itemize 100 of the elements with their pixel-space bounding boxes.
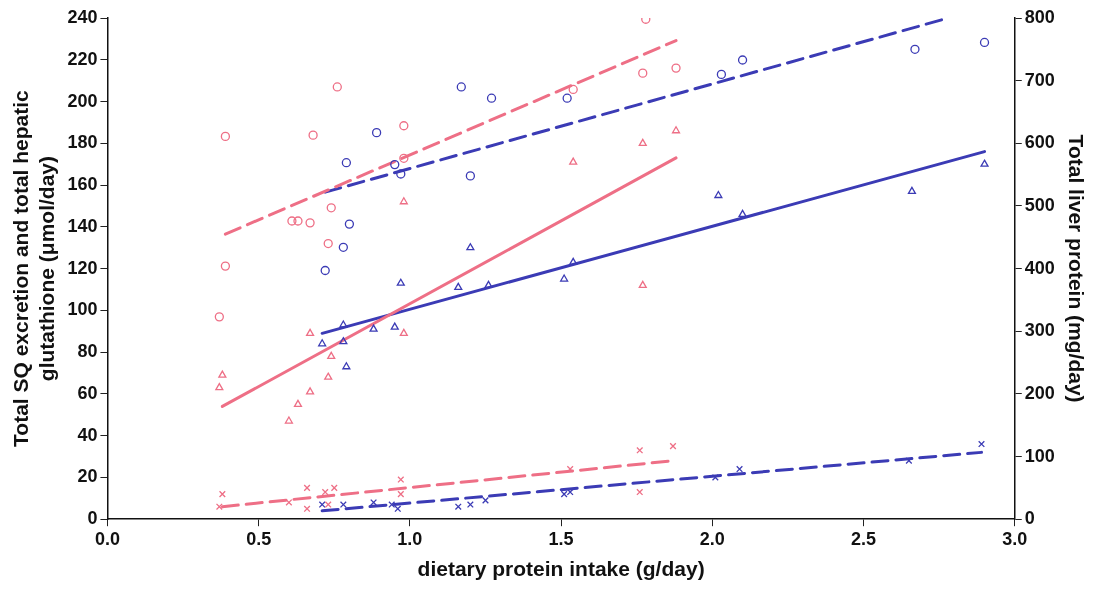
point [669, 442, 677, 450]
y2-tick-label: 700 [1024, 69, 1055, 90]
y2-tick-label: 600 [1024, 132, 1055, 153]
point [338, 242, 348, 252]
point [220, 261, 231, 271]
x-tick-label: 1.0 [397, 528, 423, 549]
y2-tick-label: 400 [1024, 257, 1055, 278]
point [399, 121, 409, 131]
point [638, 138, 647, 146]
point [388, 501, 396, 509]
y-tick-label: 200 [67, 90, 98, 111]
y-tick-label: 120 [67, 257, 98, 278]
point [318, 339, 327, 347]
point [214, 312, 224, 322]
y2-tick-label: 300 [1024, 320, 1055, 341]
y2-tick-label: 100 [1024, 445, 1055, 466]
point [220, 131, 231, 142]
y-tick-label: 160 [67, 174, 98, 195]
y-tick-label: 60 [77, 382, 98, 403]
point [324, 501, 332, 509]
y-tick-label: 80 [77, 341, 98, 362]
point [486, 93, 497, 103]
point [285, 499, 293, 506]
point [484, 280, 493, 288]
y2-tick-label: 500 [1024, 194, 1055, 215]
y-tick-label: 100 [67, 299, 98, 320]
point [466, 243, 475, 251]
y-tick-label: 240 [67, 6, 98, 27]
point [218, 490, 226, 498]
point [396, 278, 405, 286]
y-tick-label: 20 [77, 466, 98, 487]
point [308, 130, 318, 140]
x-tick-label: 2.0 [699, 528, 725, 549]
point [332, 82, 342, 92]
point [339, 337, 348, 345]
point [979, 37, 990, 48]
point [305, 387, 315, 395]
point [569, 257, 578, 265]
point [907, 186, 917, 194]
x-tick-label: 1.5 [548, 528, 574, 549]
point [399, 153, 409, 163]
point [305, 328, 315, 336]
point [371, 128, 382, 138]
point [390, 322, 399, 330]
point [324, 372, 333, 380]
point [293, 216, 303, 226]
point [326, 203, 336, 213]
y2-tick-label: 800 [1024, 6, 1055, 27]
x-tick-label: 0.5 [246, 528, 272, 549]
y-tick-label: 220 [67, 48, 98, 69]
point [323, 238, 333, 249]
point [344, 219, 355, 229]
point [569, 157, 578, 165]
point [562, 93, 572, 103]
point [738, 209, 747, 217]
point [482, 496, 489, 504]
point [287, 216, 297, 226]
y-tick-label: 40 [77, 424, 98, 445]
point [638, 280, 647, 288]
point [303, 484, 311, 492]
point [560, 274, 569, 282]
point [327, 351, 336, 359]
point [671, 63, 681, 73]
point [905, 457, 913, 465]
point [978, 440, 985, 448]
y-tick-label: 180 [67, 132, 98, 153]
y2-axis-title: Total liver protein (mg/day) [1064, 134, 1088, 403]
point [711, 473, 719, 481]
point [369, 324, 378, 332]
point [303, 505, 311, 513]
point [339, 501, 347, 509]
point [341, 158, 352, 168]
y-tick-label: 0 [87, 508, 98, 529]
y-tick-label: 140 [67, 215, 98, 236]
x-tick-label: 2.5 [851, 528, 877, 549]
point [305, 218, 315, 228]
y2-tick-label: 0 [1024, 508, 1035, 529]
point [284, 416, 294, 424]
point [390, 159, 400, 170]
point [399, 328, 408, 336]
point [465, 171, 476, 181]
x-tick-label: 3.0 [1002, 528, 1028, 549]
point [638, 68, 648, 78]
point [339, 320, 348, 328]
point [737, 55, 748, 65]
point [215, 382, 224, 391]
point [980, 159, 989, 167]
point [320, 265, 330, 276]
point [454, 282, 463, 291]
point [396, 169, 406, 179]
point [399, 197, 408, 205]
point [318, 501, 326, 509]
y2-tick-label: 200 [1024, 382, 1055, 403]
x-tick-label: 0.0 [94, 528, 120, 549]
x-axis-title: dietary protein intake (g/day) [417, 557, 705, 581]
point [397, 476, 405, 483]
point [716, 69, 727, 80]
y-axis-title: Total SQ excretion and total hepatic glutathione (μmol/day) [9, 89, 58, 447]
point [330, 484, 338, 492]
point [456, 82, 466, 92]
